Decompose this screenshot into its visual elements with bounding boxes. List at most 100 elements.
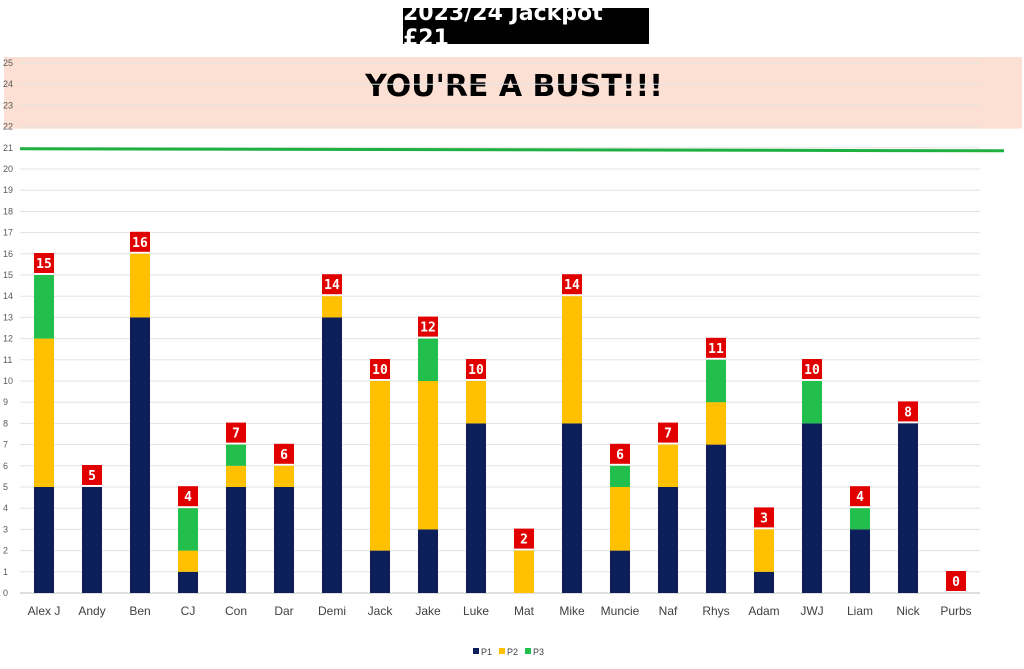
bust-zone	[4, 57, 1022, 129]
total-label: 6	[280, 448, 288, 463]
total-badge	[322, 274, 342, 295]
bar-segment-p2	[562, 296, 582, 424]
category-label: Naf	[659, 604, 678, 618]
bar-segment-p2	[514, 550, 534, 593]
total-badge	[562, 274, 582, 295]
category-label: Jake	[415, 604, 441, 618]
bar-segment-p1	[82, 487, 102, 593]
legend-entry: P1	[481, 647, 492, 657]
category-label: Dar	[274, 604, 293, 618]
y-tick-label: 9	[3, 397, 8, 407]
bar-segment-p1	[658, 487, 678, 593]
category-label: Andy	[78, 604, 105, 618]
bar-segment-p2	[178, 550, 198, 572]
target-line	[19, 147, 1005, 153]
bar-segment-p1	[130, 317, 150, 593]
bar-segment-p3	[226, 444, 246, 466]
total-badge	[706, 337, 726, 358]
y-tick-label: 13	[3, 312, 13, 322]
category-label: Jack	[368, 604, 394, 618]
y-tick-label: 0	[3, 588, 8, 598]
category-label: Liam	[847, 604, 873, 618]
total-badge	[514, 528, 534, 549]
bar-segment-p2	[658, 444, 678, 487]
bar-segment-p1	[178, 571, 198, 593]
total-badge	[850, 486, 870, 507]
total-badge	[946, 571, 966, 591]
bar-segment-p1	[850, 529, 870, 593]
y-tick-label: 19	[3, 185, 13, 195]
bar-segment-p1	[370, 550, 390, 593]
category-label: Mike	[559, 604, 585, 618]
total-label: 7	[232, 427, 240, 442]
y-tick-label: 8	[3, 418, 8, 428]
y-tick-label: 21	[3, 143, 13, 153]
y-tick-label: 1	[3, 567, 8, 577]
total-label: 10	[468, 363, 484, 378]
bar-segment-p1	[754, 571, 774, 593]
y-tick-label: 14	[3, 291, 13, 301]
category-label: Luke	[463, 604, 489, 618]
y-tick-label: 4	[3, 503, 8, 513]
bar-segment-p2	[610, 487, 630, 551]
total-badge	[898, 401, 918, 422]
total-badge	[178, 486, 198, 507]
total-label: 4	[856, 490, 864, 505]
bar-segment-p1	[274, 487, 294, 593]
category-label: JWJ	[800, 604, 823, 618]
legend-swatch	[473, 648, 479, 654]
total-label: 4	[184, 490, 192, 505]
legend-entry: P2	[507, 647, 518, 657]
y-tick-label: 22	[3, 122, 13, 132]
bar-segment-p3	[418, 338, 438, 381]
total-label: 6	[616, 448, 624, 463]
bar-segment-p2	[274, 465, 294, 487]
bar-segment-p3	[178, 508, 198, 551]
bar-segment-p2	[322, 296, 342, 318]
y-tick-label: 15	[3, 270, 13, 280]
y-tick-label: 5	[3, 482, 8, 492]
bar-segment-p2	[754, 529, 774, 572]
bar-segment-p1	[562, 423, 582, 593]
total-badge	[466, 359, 486, 379]
total-badge	[754, 507, 774, 528]
category-label: Mat	[514, 604, 535, 618]
y-tick-label: 2	[3, 546, 8, 556]
total-label: 15	[36, 257, 52, 272]
total-label: 3	[760, 511, 768, 526]
y-tick-label: 11	[3, 355, 12, 365]
category-label: Con	[225, 604, 247, 618]
total-badge	[802, 359, 822, 379]
legend-swatch	[499, 648, 505, 654]
bar-segment-p1	[34, 487, 54, 593]
total-label: 14	[324, 278, 340, 293]
bar-segment-p3	[802, 381, 822, 424]
bar-segment-p1	[418, 529, 438, 593]
category-label: Rhys	[702, 604, 729, 618]
y-tick-label: 20	[3, 164, 13, 174]
category-label: Purbs	[940, 604, 971, 618]
y-tick-label: 10	[3, 376, 13, 386]
total-label: 16	[132, 236, 148, 251]
bar-segment-p2	[370, 381, 390, 551]
category-label: Muncie	[601, 604, 640, 618]
total-badge	[82, 465, 102, 485]
total-badge	[610, 443, 630, 464]
bar-segment-p1	[466, 423, 486, 593]
bar-segment-p2	[130, 253, 150, 318]
total-label: 0	[952, 575, 960, 590]
total-label: 14	[564, 278, 580, 293]
y-tick-label: 6	[3, 461, 8, 471]
total-label: 7	[664, 427, 672, 442]
total-label: 8	[904, 405, 912, 420]
bar-segment-p3	[610, 465, 630, 487]
bust-label: YOU'RE A BUST!!!	[364, 69, 663, 104]
category-label: Demi	[318, 604, 346, 618]
total-label: 2	[520, 533, 528, 548]
bar-segment-p3	[706, 359, 726, 403]
bar-segment-p2	[706, 402, 726, 445]
bar-segment-p1	[898, 423, 918, 593]
legend-swatch	[525, 648, 531, 654]
category-label: Ben	[129, 604, 150, 618]
